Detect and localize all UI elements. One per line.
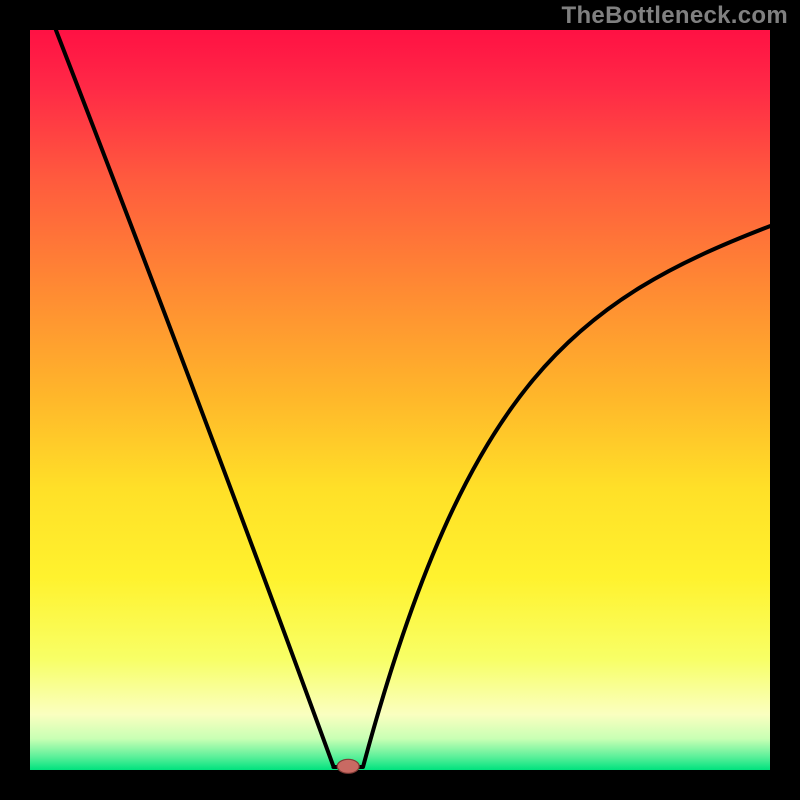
watermark-text: TheBottleneck.com bbox=[562, 2, 788, 30]
bottleneck-chart bbox=[0, 0, 800, 800]
plot-background bbox=[30, 30, 770, 770]
optimal-point-marker bbox=[337, 759, 359, 773]
